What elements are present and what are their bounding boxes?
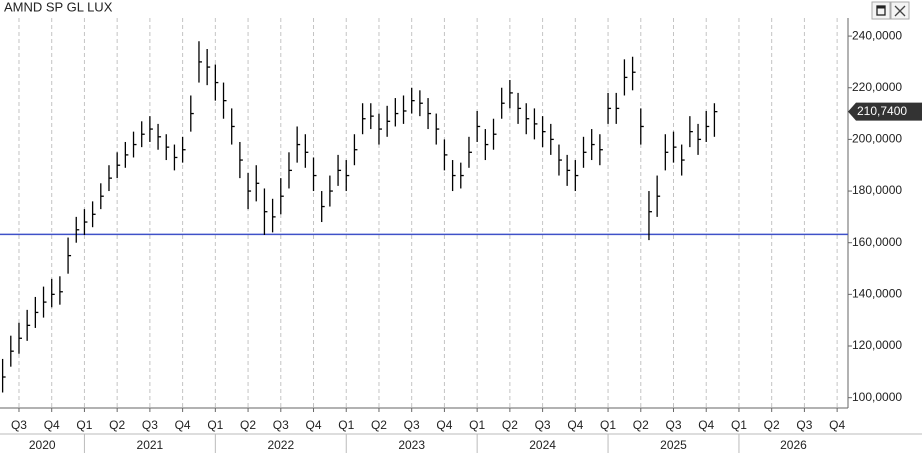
x-tick-label: Q4 <box>44 418 60 432</box>
year-label: 2023 <box>398 438 425 452</box>
x-tick-label: Q2 <box>633 418 649 432</box>
x-tick-label: Q3 <box>11 418 27 432</box>
x-tick-label: Q4 <box>306 418 322 432</box>
year-label: 2022 <box>267 438 294 452</box>
y-tick-label: 140,0000 <box>852 287 902 301</box>
x-tick-label: Q4 <box>175 418 191 432</box>
x-tick-label: Q4 <box>829 418 845 432</box>
x-tick-label: Q3 <box>665 418 681 432</box>
last-price-label: 210,7400 <box>857 104 907 118</box>
x-tick-label: Q1 <box>731 418 747 432</box>
x-tick-label: Q2 <box>764 418 780 432</box>
y-tick-label: 180,0000 <box>852 183 902 197</box>
x-tick-label: Q3 <box>535 418 551 432</box>
year-label: 2021 <box>137 438 164 452</box>
year-label: 2025 <box>660 438 687 452</box>
chart-title: AMND SP GL LUX <box>4 0 113 14</box>
x-tick-label: Q2 <box>502 418 518 432</box>
maximize-icon-bar <box>877 6 885 9</box>
x-tick-label: Q1 <box>600 418 616 432</box>
y-tick-label: 200,0000 <box>852 132 902 146</box>
window-buttons <box>871 1 910 20</box>
x-tick-label: Q1 <box>469 418 485 432</box>
x-tick-label: Q4 <box>698 418 714 432</box>
x-tick-label: Q3 <box>796 418 812 432</box>
close-icon <box>894 5 906 17</box>
x-tick-label: Q4 <box>567 418 583 432</box>
maximize-button[interactable] <box>871 1 891 20</box>
x-tick-label: Q2 <box>109 418 125 432</box>
x-tick-label: Q3 <box>404 418 420 432</box>
y-tick-label: 100,0000 <box>852 390 902 404</box>
year-label: 2026 <box>780 438 807 452</box>
y-tick-label: 160,0000 <box>852 235 902 249</box>
y-tick-label: 220,0000 <box>852 80 902 94</box>
x-tick-label: Q3 <box>142 418 158 432</box>
last-price-tag <box>848 102 922 121</box>
year-label: 2024 <box>529 438 556 452</box>
year-label: 2020 <box>29 438 56 452</box>
x-tick-label: Q1 <box>207 418 223 432</box>
x-tick-label: Q3 <box>273 418 289 432</box>
x-tick-label: Q2 <box>240 418 256 432</box>
y-tick-label: 240,0000 <box>852 28 902 42</box>
x-tick-label: Q1 <box>338 418 354 432</box>
x-tick-label: Q1 <box>76 418 92 432</box>
x-tick-label: Q2 <box>371 418 387 432</box>
x-tick-label: Q4 <box>436 418 452 432</box>
y-tick-label: 120,0000 <box>852 338 902 352</box>
